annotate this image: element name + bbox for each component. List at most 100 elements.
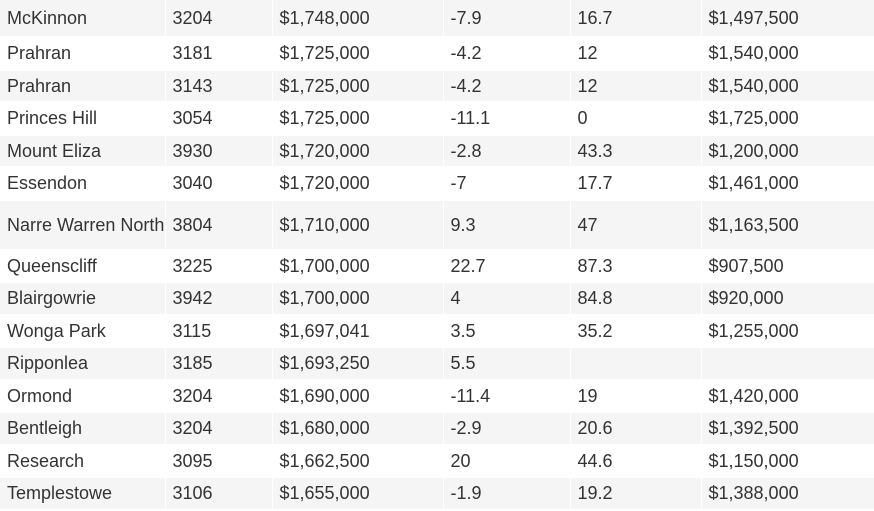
price-5yr-ago-cell: $1,540,000	[701, 69, 874, 103]
table-row: Essendon 3040 $1,720,000 -7 17.7 $1,461,000	[0, 167, 874, 201]
change-5yr-cell: 43.3	[570, 134, 702, 168]
suburb-cell: Queenscliff	[0, 249, 166, 283]
price-5yr-ago-cell: $1,200,000	[701, 134, 874, 168]
price-5yr-ago-cell: $1,388,000	[701, 477, 874, 511]
change-1yr-cell: -2.9	[443, 412, 571, 446]
table-row: Prahran 3143 $1,725,000 -4.2 12 $1,540,000	[0, 69, 874, 103]
postcode-cell: 3204	[165, 0, 273, 38]
postcode-cell: 3095	[165, 444, 273, 478]
postcode-cell: 3185	[165, 347, 273, 381]
change-1yr-cell: -1.9	[443, 477, 571, 511]
price-5yr-ago-cell	[701, 347, 874, 381]
change-1yr-cell: -11.1	[443, 102, 571, 136]
postcode-cell: 3143	[165, 69, 273, 103]
change-1yr-cell: -7	[443, 167, 571, 201]
median-price-cell: $1,700,000	[272, 282, 444, 316]
median-price-cell: $1,693,250	[272, 347, 444, 381]
change-5yr-cell: 0	[570, 102, 702, 136]
suburb-cell: McKinnon	[0, 0, 166, 38]
change-5yr-cell: 47	[570, 199, 702, 251]
suburb-cell: Blairgowrie	[0, 282, 166, 316]
change-5yr-cell: 44.6	[570, 444, 702, 478]
change-1yr-cell: 4	[443, 282, 571, 316]
median-price-cell: $1,720,000	[272, 134, 444, 168]
change-1yr-cell: 5.5	[443, 347, 571, 381]
postcode-cell: 3930	[165, 134, 273, 168]
median-price-cell: $1,748,000	[272, 0, 444, 38]
change-5yr-cell: 84.8	[570, 282, 702, 316]
change-1yr-cell: 22.7	[443, 249, 571, 283]
postcode-cell: 3204	[165, 379, 273, 413]
suburb-cell: Wonga Park	[0, 314, 166, 348]
suburb-cell: Mount Eliza	[0, 134, 166, 168]
change-1yr-cell: 9.3	[443, 199, 571, 251]
price-5yr-ago-cell: $1,420,000	[701, 379, 874, 413]
change-5yr-cell: 12	[570, 37, 702, 71]
change-5yr-cell: 12	[570, 69, 702, 103]
postcode-cell: 3204	[165, 412, 273, 446]
table-row: Prahran 3181 $1,725,000 -4.2 12 $1,540,000	[0, 37, 874, 71]
price-5yr-ago-cell: $1,725,000	[701, 102, 874, 136]
price-5yr-ago-cell: $920,000	[701, 282, 874, 316]
median-price-cell: $1,662,500	[272, 444, 444, 478]
suburb-cell: Ormond	[0, 379, 166, 413]
change-1yr-cell: -4.2	[443, 69, 571, 103]
change-1yr-cell: -2.8	[443, 134, 571, 168]
change-1yr-cell: -11.4	[443, 379, 571, 413]
change-5yr-cell: 20.6	[570, 412, 702, 446]
change-5yr-cell	[570, 347, 702, 381]
postcode-cell: 3054	[165, 102, 273, 136]
suburb-cell: Ripponlea	[0, 347, 166, 381]
suburb-cell: Research	[0, 444, 166, 478]
change-1yr-cell: -4.2	[443, 37, 571, 71]
suburb-cell: Bentleigh	[0, 412, 166, 446]
change-5yr-cell: 87.3	[570, 249, 702, 283]
price-5yr-ago-cell: $1,497,500	[701, 0, 874, 38]
suburb-cell: Prahran	[0, 37, 166, 71]
table-row: Ormond 3204 $1,690,000 -11.4 19 $1,420,000	[0, 379, 874, 413]
change-1yr-cell: -7.9	[443, 0, 571, 38]
median-price-cell: $1,700,000	[272, 249, 444, 283]
table-row: Queenscliff 3225 $1,700,000 22.7 87.3 $907,50…	[0, 249, 874, 283]
table-row: Princes Hill 3054 $1,725,000 -11.1 0 $1,725,0…	[0, 102, 874, 136]
table-row: Templestowe 3106 $1,655,000 -1.9 19.2 $1,388,…	[0, 477, 874, 511]
postcode-cell: 3942	[165, 282, 273, 316]
change-5yr-cell: 35.2	[570, 314, 702, 348]
change-5yr-cell: 19	[570, 379, 702, 413]
suburb-cell: Princes Hill	[0, 102, 166, 136]
postcode-cell: 3115	[165, 314, 273, 348]
table-row: Mount Eliza 3930 $1,720,000 -2.8 43.3 $1,200,…	[0, 134, 874, 168]
postcode-cell: 3181	[165, 37, 273, 71]
price-5yr-ago-cell: $1,461,000	[701, 167, 874, 201]
postcode-cell: 3804	[165, 199, 273, 251]
table-row: McKinnon 3204 $1,748,000 -7.9 16.7 $1,497,500	[0, 0, 874, 38]
postcode-cell: 3106	[165, 477, 273, 511]
suburb-cell: Narre Warren North	[0, 199, 166, 251]
table-row: Ripponlea 3185 $1,693,250 5.5	[0, 347, 874, 381]
suburb-cell: Templestowe	[0, 477, 166, 511]
table-row: Narre Warren North 3804 $1,710,000 9.3 47 $1,…	[0, 199, 874, 251]
price-5yr-ago-cell: $907,500	[701, 249, 874, 283]
price-5yr-ago-cell: $1,255,000	[701, 314, 874, 348]
suburb-cell: Prahran	[0, 69, 166, 103]
price-5yr-ago-cell: $1,540,000	[701, 37, 874, 71]
median-price-cell: $1,725,000	[272, 102, 444, 136]
median-price-cell: $1,725,000	[272, 69, 444, 103]
median-price-cell: $1,680,000	[272, 412, 444, 446]
change-5yr-cell: 16.7	[570, 0, 702, 38]
median-price-cell: $1,690,000	[272, 379, 444, 413]
table-row: Bentleigh 3204 $1,680,000 -2.9 20.6 $1,392,50…	[0, 412, 874, 446]
median-price-cell: $1,710,000	[272, 199, 444, 251]
postcode-cell: 3040	[165, 167, 273, 201]
median-price-cell: $1,720,000	[272, 167, 444, 201]
median-price-cell: $1,697,041	[272, 314, 444, 348]
price-5yr-ago-cell: $1,150,000	[701, 444, 874, 478]
change-5yr-cell: 17.7	[570, 167, 702, 201]
price-5yr-ago-cell: $1,392,500	[701, 412, 874, 446]
suburb-cell: Essendon	[0, 167, 166, 201]
table-row: Blairgowrie 3942 $1,700,000 4 84.8 $920,000	[0, 282, 874, 316]
median-price-cell: $1,655,000	[272, 477, 444, 511]
change-1yr-cell: 3.5	[443, 314, 571, 348]
